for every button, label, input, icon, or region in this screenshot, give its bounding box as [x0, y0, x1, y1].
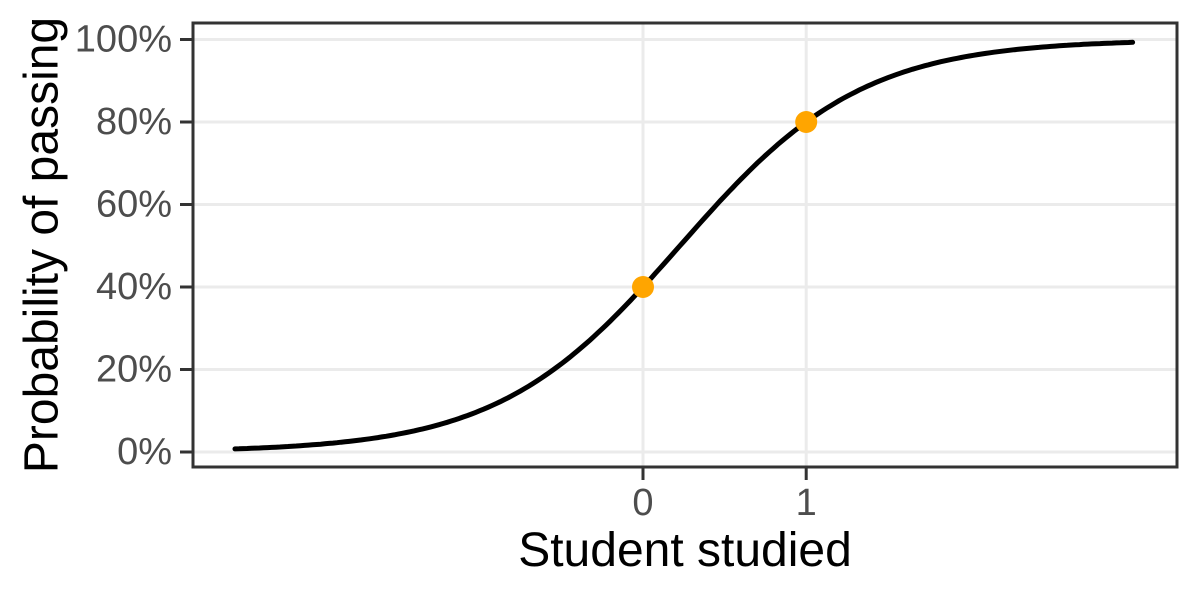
axis-tick-marks: [180, 38, 808, 480]
data-points: [632, 111, 818, 298]
x-tick-label: 0: [632, 482, 653, 524]
y-tick-label: 60%: [96, 184, 172, 226]
axis-tick-labels: 0% 20% 40% 60% 80% 100% 0 1: [75, 19, 817, 525]
data-point: [795, 111, 818, 133]
y-tick-label: 100%: [75, 19, 172, 61]
y-tick-label: 20%: [96, 349, 172, 391]
data-point: [632, 276, 654, 298]
y-tick-label: 0%: [117, 431, 172, 473]
x-tick-label: 1: [796, 482, 817, 524]
y-tick-label: 40%: [96, 266, 172, 308]
x-axis-title: Student studied: [518, 524, 852, 577]
y-tick-label: 80%: [96, 101, 172, 143]
plot-panel-border: [191, 21, 1179, 469]
y-axis-title: Probability of passing: [16, 17, 69, 473]
gridlines: [193, 23, 1177, 467]
logistic-curve: [232, 39, 1136, 452]
